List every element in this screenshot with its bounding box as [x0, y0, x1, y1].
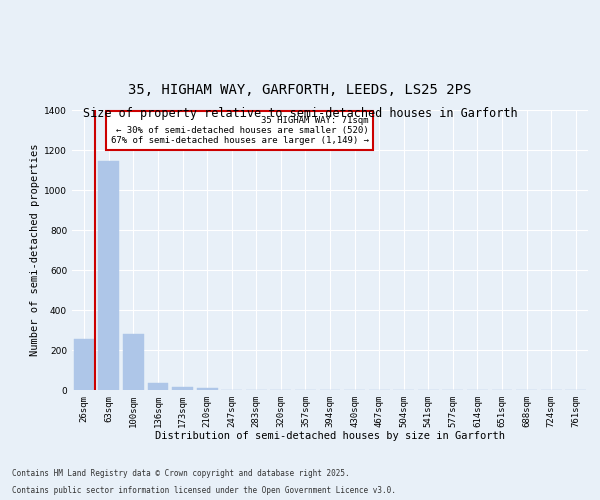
Bar	[197, 388, 218, 390]
Y-axis label: Number of semi-detached properties: Number of semi-detached properties	[30, 144, 40, 356]
Text: 35 HIGHAM WAY: 71sqm
← 30% of semi-detached houses are smaller (520)
67% of semi: 35 HIGHAM WAY: 71sqm ← 30% of semi-detac…	[110, 116, 368, 146]
Bar	[74, 340, 95, 390]
Bar	[148, 384, 169, 390]
Bar	[98, 161, 119, 390]
Text: Contains public sector information licensed under the Open Government Licence v3: Contains public sector information licen…	[12, 486, 396, 495]
Text: Size of property relative to semi-detached houses in Garforth: Size of property relative to semi-detach…	[83, 108, 517, 120]
Text: 35, HIGHAM WAY, GARFORTH, LEEDS, LS25 2PS: 35, HIGHAM WAY, GARFORTH, LEEDS, LS25 2P…	[128, 84, 472, 98]
Bar	[172, 386, 193, 390]
Text: Contains HM Land Registry data © Crown copyright and database right 2025.: Contains HM Land Registry data © Crown c…	[12, 468, 350, 477]
X-axis label: Distribution of semi-detached houses by size in Garforth: Distribution of semi-detached houses by …	[155, 432, 505, 442]
Bar	[123, 334, 144, 390]
